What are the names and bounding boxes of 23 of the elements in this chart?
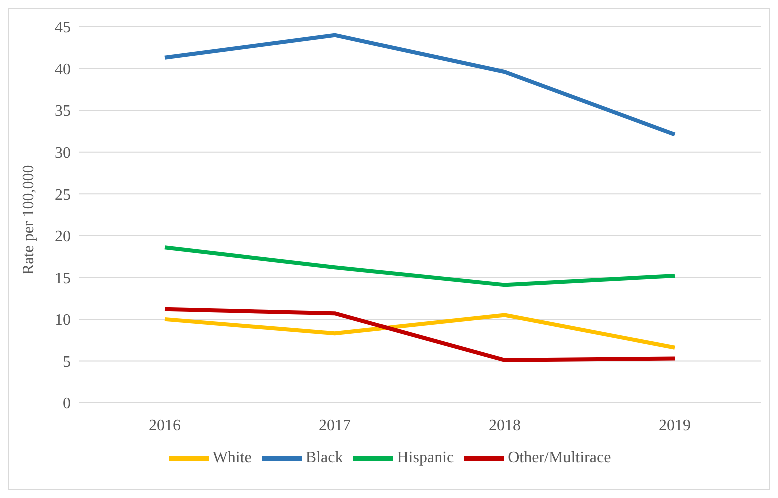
legend-label: Hispanic xyxy=(397,450,454,467)
y-tick-label: 35 xyxy=(55,103,71,120)
x-tick-label: 2016 xyxy=(149,417,181,434)
x-tick-label: 2017 xyxy=(319,417,351,434)
legend-label: White xyxy=(212,450,252,467)
line-series xyxy=(163,246,677,288)
y-tick-label: 40 xyxy=(55,61,71,78)
legend-label: Black xyxy=(306,450,344,467)
y-tick-label: 25 xyxy=(55,186,71,204)
y-tick-label: 0 xyxy=(63,396,71,413)
y-tick-label: 5 xyxy=(63,354,71,371)
line-series xyxy=(163,313,677,350)
y-tick-label: 45 xyxy=(55,20,71,37)
y-tick-label: 20 xyxy=(55,228,71,246)
line-series xyxy=(163,33,677,137)
line-series xyxy=(163,307,677,362)
y-tick-label: 30 xyxy=(55,145,71,162)
x-tick-label: 2018 xyxy=(489,417,521,434)
y-tick-label: 10 xyxy=(55,312,71,330)
y-axis-title: Rate per 100,000 xyxy=(20,165,38,275)
y-tick-label: 15 xyxy=(55,270,71,288)
legend-label: Other/Multirace xyxy=(508,450,612,467)
x-tick-label: 2019 xyxy=(659,417,691,434)
